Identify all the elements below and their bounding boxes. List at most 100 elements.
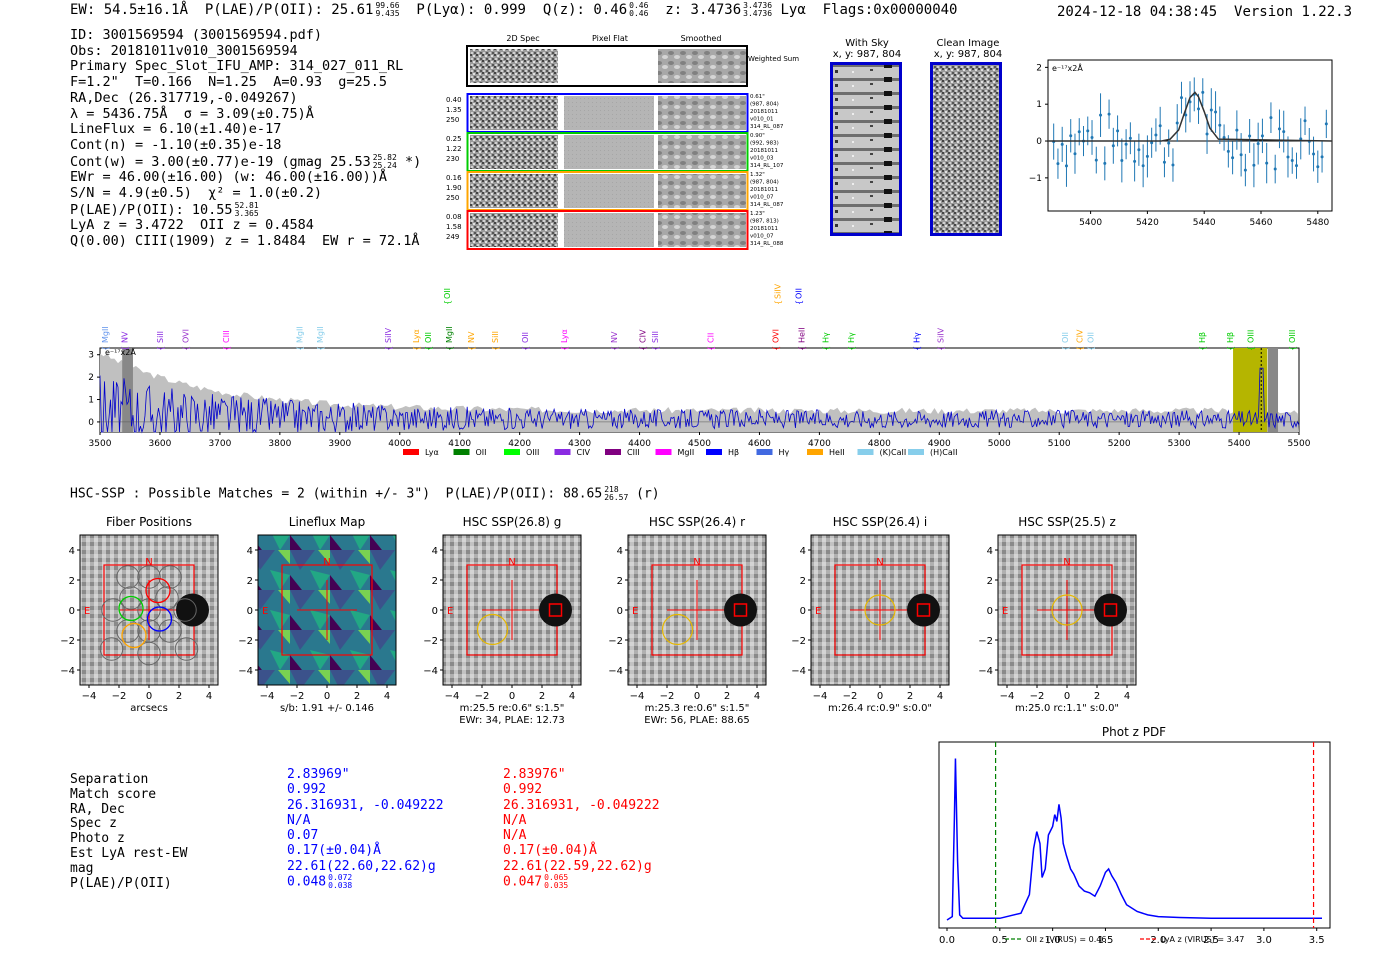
match-value: 0.047 0.065 0.035 — [503, 873, 569, 891]
hsc-panels: Fiber Positions N E −4 −4 −2 −2 0 0 2 2 4 4 arcsecs Li… — [60, 515, 1137, 726]
match-value: 0.17(±0.04)Å — [287, 843, 381, 859]
ytick-label: −2 — [608, 636, 623, 647]
ytick-label: 4 — [617, 546, 623, 557]
line-bracket: { — [797, 346, 806, 351]
data-point — [1256, 142, 1260, 146]
ytick-label: 3 — [88, 351, 94, 361]
match-value: 0.992 — [503, 782, 543, 798]
legend-swatch — [655, 449, 672, 455]
legend-label: CIII — [627, 448, 640, 457]
line-label: Lyα — [412, 329, 421, 343]
legend-label: Hβ — [728, 448, 739, 457]
ytick-label: 0 — [432, 606, 438, 617]
bright-source — [724, 593, 757, 627]
row-smoothed — [658, 96, 746, 130]
clean-image — [930, 62, 1002, 236]
data-point — [1235, 128, 1239, 132]
ytick-label: 2 — [800, 576, 806, 587]
match-value: 2.83976" — [503, 767, 566, 782]
ytick-label: −4 — [423, 666, 438, 677]
row-left-label: 1.22 — [446, 145, 462, 153]
info-ewr: EWr = 46.00(±16.00) (w: 46.00(±16.00))Å — [70, 169, 387, 186]
line-label: SiIV — [384, 327, 393, 343]
north-label: N — [1063, 557, 1070, 568]
data-point — [1133, 159, 1137, 163]
xtick-label: 5300 — [1168, 439, 1191, 449]
data-point — [1205, 132, 1209, 136]
line-label: Hγ — [913, 332, 922, 343]
photz-pdf-chart: Phot z PDF 0.0 0.5 1.0 1.5 2.0 2.5 3.0 3.5 OII z… — [938, 725, 1331, 946]
data-point — [1171, 163, 1175, 167]
row-right-label: 314_RL_107 — [750, 163, 784, 169]
masked-region — [122, 348, 133, 432]
xtick-label: 4000 — [388, 439, 411, 449]
ytick-label: −2 — [978, 636, 993, 647]
line-label: NV — [467, 331, 476, 343]
data-point — [1150, 141, 1154, 145]
header-line: EW: 54.5±16.1Å P(LAE)/P(OII): 25.61 99.66… — [70, 1, 958, 19]
info-lyaz: LyA z = 3.4722 OII z = 0.4584 — [70, 217, 314, 234]
xtick-label: −4 — [82, 691, 97, 702]
xtick-label: −4 — [445, 691, 460, 702]
row-right-label: 314_RL_088 — [750, 241, 784, 247]
row-right-label: (987, 804) — [750, 180, 779, 186]
xtick-label: 3500 — [89, 439, 112, 449]
line-label: Hβ — [1198, 332, 1207, 343]
xtick-label: 0 — [146, 691, 152, 702]
line-bracket: { — [773, 300, 782, 305]
weighted-sum-label: Weighted Sum — [748, 55, 799, 63]
legend-label: HeII — [829, 448, 845, 457]
xtick-label: 2.0 — [1150, 935, 1166, 946]
xtick-label: 0.5 — [992, 935, 1008, 946]
line-bracket: { — [1076, 346, 1085, 351]
xtick-label: 2 — [1094, 691, 1100, 702]
xtick-label: 4600 — [748, 439, 771, 449]
legend-swatch — [756, 449, 773, 455]
panel-caption: m:25.0 rc:1.1" s:0.0" — [1015, 703, 1119, 714]
row-left-label: 0.25 — [446, 135, 462, 143]
row-left-label: 0.16 — [446, 174, 462, 182]
line-bracket: { — [156, 346, 165, 351]
match-label: Spec z — [70, 816, 117, 832]
ytick-label: 2 — [432, 576, 438, 587]
match-value: 0.048 0.072 0.038 — [287, 873, 353, 891]
line-bracket: { — [651, 346, 660, 351]
xtick-label: −4 — [1000, 691, 1015, 702]
line-label: CIV — [639, 329, 648, 343]
row-right-label: 0.90" — [750, 133, 765, 139]
xtick-label: 2.5 — [1203, 935, 1219, 946]
xtick-label: 4200 — [508, 439, 531, 449]
match-value: N/A — [503, 828, 527, 844]
line-label: OIII — [1246, 330, 1255, 343]
info-fparams: F=1.2" T=0.166 N=1.25 A=0.93 g=25.5 — [70, 74, 387, 91]
data-point — [1124, 142, 1128, 146]
line-label: MgII — [316, 326, 325, 343]
line-bracket: { — [1226, 346, 1235, 351]
line-label: NV — [610, 331, 619, 343]
line-bracket: { — [639, 346, 648, 351]
panel-caption: EWr: 56, PLAE: 88.65 — [644, 715, 750, 726]
fiber-circle — [137, 641, 161, 666]
candidate-ellipse — [661, 613, 694, 646]
bright-source — [539, 593, 572, 627]
match-value: 22.61(22.60,22.62)g — [287, 858, 436, 874]
north-label: N — [693, 557, 700, 568]
match-value: N/A — [287, 812, 311, 828]
ytick-label: 2 — [69, 576, 75, 587]
data-point — [1162, 160, 1166, 164]
ytick-label: 4 — [247, 546, 253, 557]
legend-label: Lyα — [425, 448, 439, 457]
data-point — [1184, 113, 1188, 117]
data-point — [1290, 159, 1294, 163]
fiber-circle — [101, 598, 125, 622]
line-bracket: { — [821, 346, 830, 351]
legend-label: MgII — [678, 448, 695, 457]
data-point — [1320, 155, 1324, 159]
row-smoothed — [658, 135, 746, 169]
xtick-label: 2 — [176, 691, 182, 702]
bright-source — [176, 593, 209, 627]
ytick-label: −2 — [791, 636, 806, 647]
data-point — [1120, 158, 1124, 162]
legend-label: OII z (VIRUS) = 0.46 — [1026, 935, 1106, 944]
